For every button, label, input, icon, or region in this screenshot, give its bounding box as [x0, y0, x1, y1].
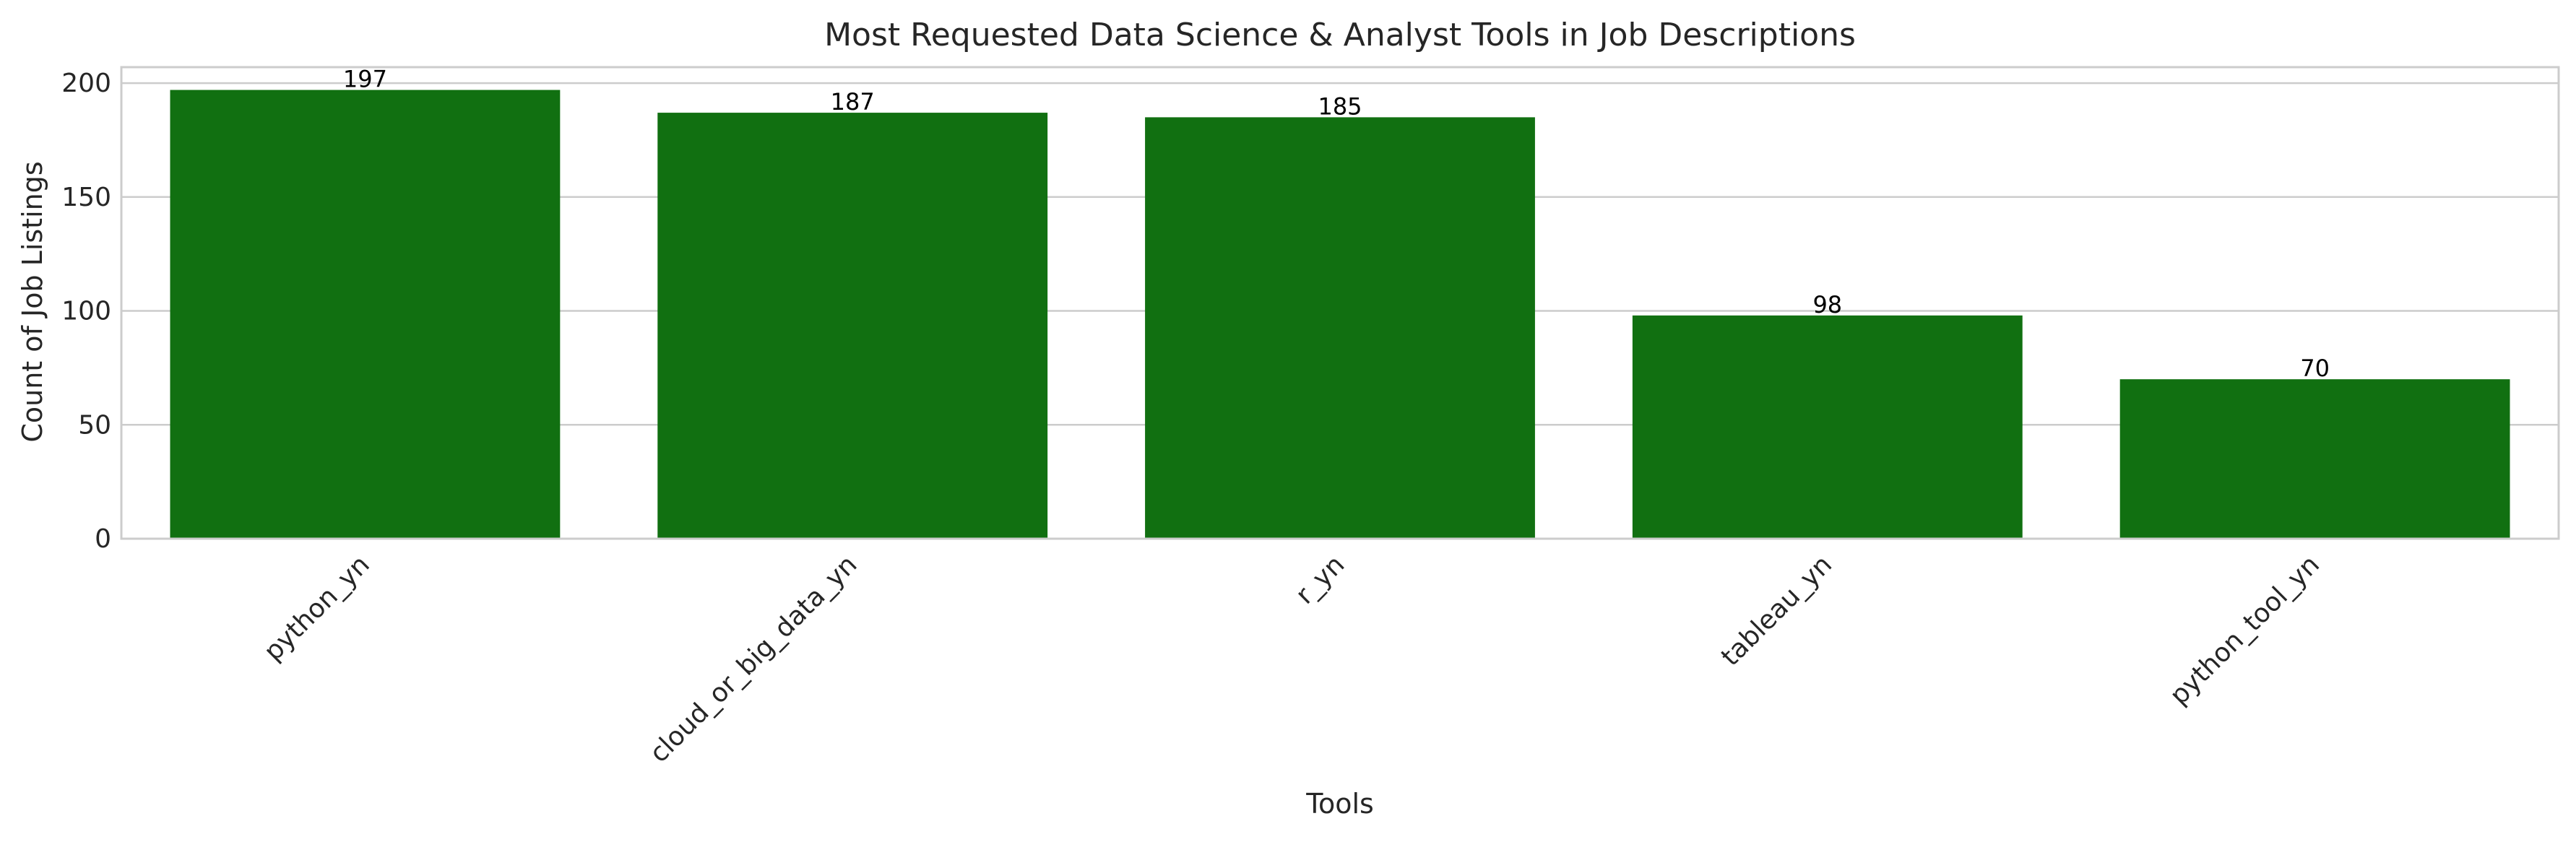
y-tick-labels: 0 50 100 150 200	[61, 69, 111, 554]
y-tick-label: 0	[95, 524, 111, 554]
chart-title: Most Requested Data Science & Analyst To…	[824, 17, 1856, 53]
bar	[657, 113, 1048, 539]
data-label: 70	[2300, 355, 2330, 382]
y-tick-label: 150	[61, 183, 111, 212]
x-tick-label: python_tool_yn	[2164, 550, 2325, 711]
y-tick-label: 200	[61, 69, 111, 98]
bars	[170, 90, 2510, 539]
y-tick-label: 100	[61, 297, 111, 326]
data-label: 187	[831, 88, 875, 116]
data-label: 185	[1318, 92, 1362, 120]
x-tick-labels: python_yn cloud_or_big_data_yn r_yn tableau…	[259, 550, 2325, 768]
x-tick-label: python_yn	[259, 550, 376, 667]
x-tick-label: tableau_yn	[1716, 550, 1838, 672]
bar	[170, 90, 561, 539]
x-axis-title: Tools	[1305, 788, 1374, 820]
y-tick-label: 50	[78, 410, 111, 440]
bar	[2119, 379, 2510, 539]
bar	[1632, 315, 2023, 539]
data-labels: 197 187 185 98 70	[343, 66, 2330, 383]
data-label: 197	[343, 66, 387, 93]
x-tick-label: cloud_or_big_data_yn	[644, 550, 863, 768]
data-label: 98	[1812, 291, 1842, 318]
y-axis-title: Count of Job Listings	[17, 161, 48, 442]
bar	[1145, 117, 1535, 539]
x-tick-label: r_yn	[1290, 550, 1350, 609]
plot-frame	[120, 66, 2560, 540]
